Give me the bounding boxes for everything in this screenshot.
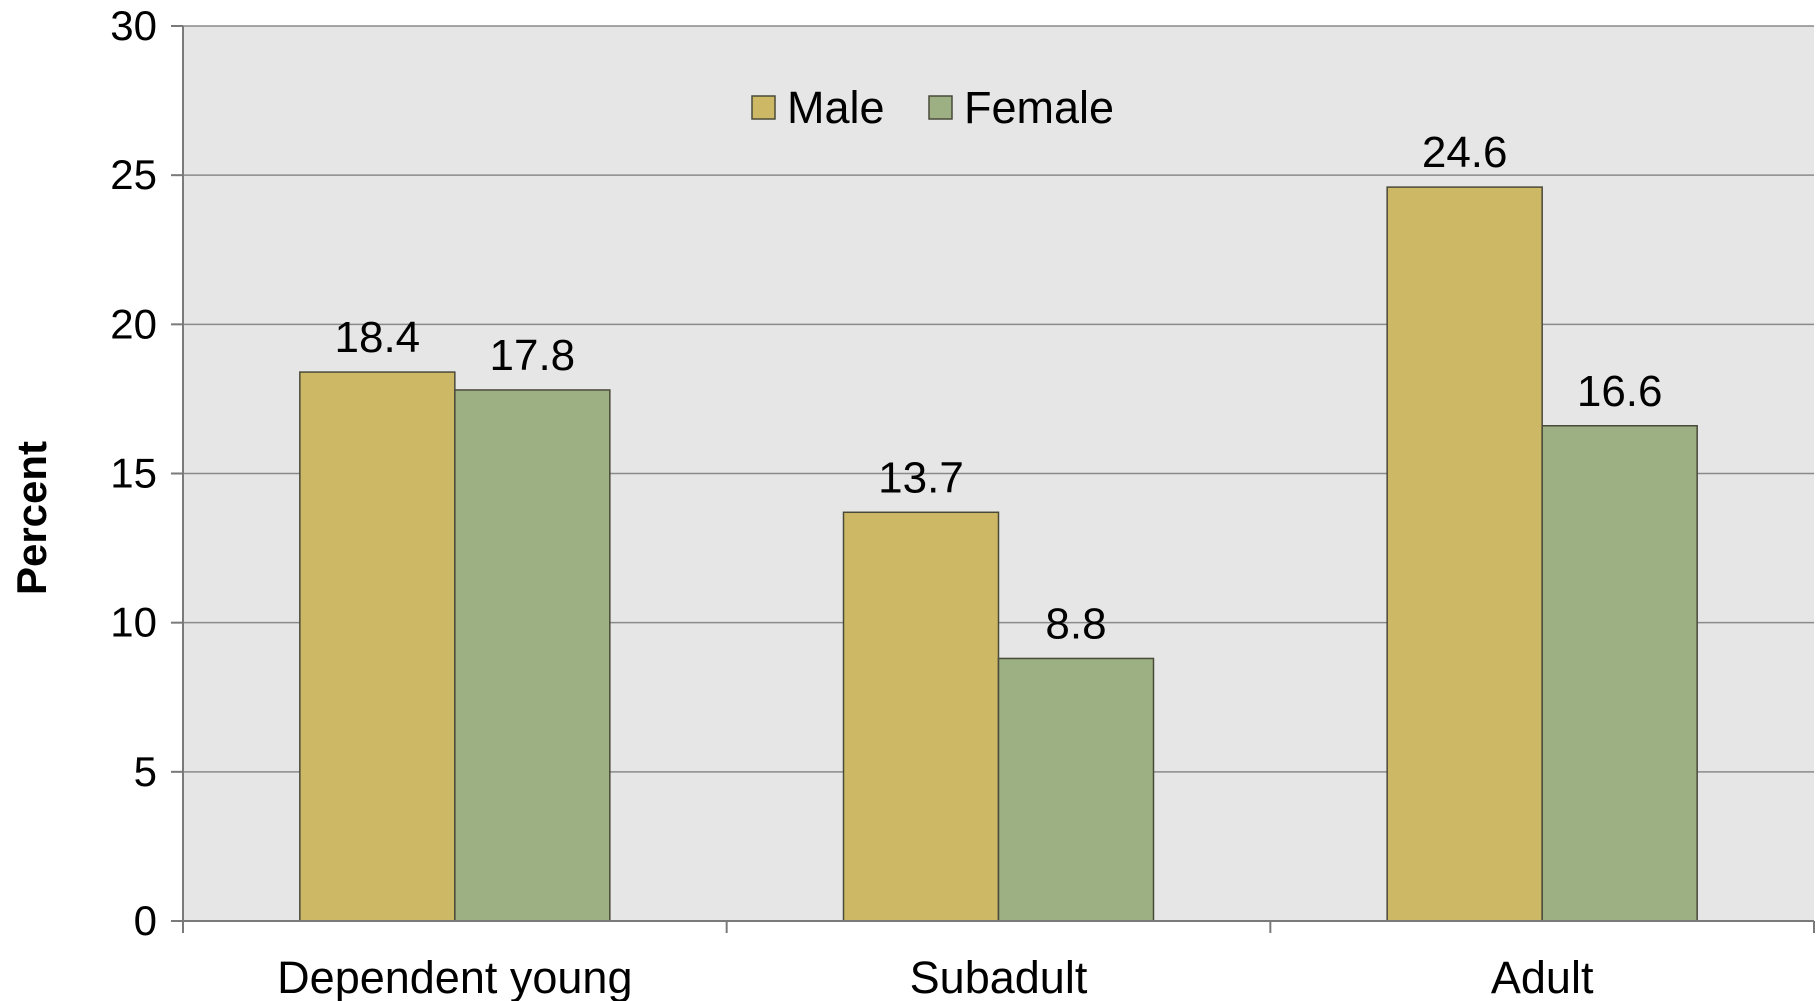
x-category-label: Adult <box>1491 952 1594 1001</box>
y-tick-label: 15 <box>110 450 157 497</box>
bar-female-1 <box>454 389 611 922</box>
x-tick-labels: Dependent young Subadult Adult <box>277 952 1594 1001</box>
y-tick-label: 0 <box>134 897 157 944</box>
y-tick-labels: 0 5 10 15 20 25 30 <box>110 2 157 944</box>
bar-female-3 <box>1541 425 1698 922</box>
data-label: 13.7 <box>878 453 964 502</box>
bar-male-1 <box>299 371 456 922</box>
bars <box>299 186 1698 922</box>
data-label: 8.8 <box>1045 599 1106 648</box>
legend-swatch-male <box>751 95 776 120</box>
y-tick-label: 30 <box>110 2 157 49</box>
data-label: 16.6 <box>1577 367 1663 416</box>
legend-label-male: Male <box>787 82 885 133</box>
legend-swatch-female <box>928 95 953 120</box>
data-label: 18.4 <box>335 313 421 362</box>
legend-label-female: Female <box>964 82 1114 133</box>
y-tick-label: 25 <box>110 151 157 198</box>
bar-male-2 <box>842 511 1000 922</box>
data-label: 17.8 <box>490 331 576 380</box>
x-category-label: Subadult <box>910 952 1088 1001</box>
y-tick-label: 20 <box>110 300 157 347</box>
y-tick-label: 5 <box>134 748 157 795</box>
data-label: 24.6 <box>1422 128 1508 177</box>
y-axis-title: Percent <box>8 441 55 595</box>
x-category-label: Dependent young <box>277 952 632 1001</box>
bar-male-3 <box>1386 186 1543 922</box>
bar-female-2 <box>997 657 1155 922</box>
legend: Male Female <box>751 82 1114 133</box>
data-labels: 18.4 13.7 24.6 17.8 8.8 16.6 <box>335 128 1663 648</box>
axes <box>171 25 1815 933</box>
y-tick-label: 10 <box>110 599 157 646</box>
